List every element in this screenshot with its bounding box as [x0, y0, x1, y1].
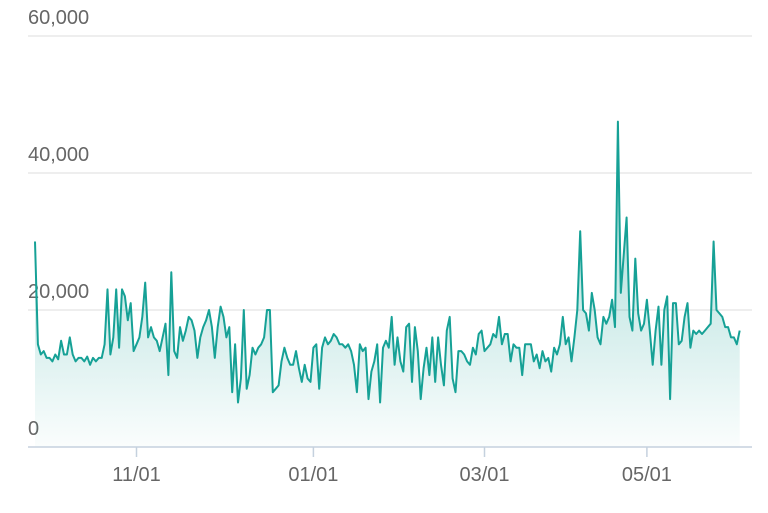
- y-tick-label: 20,000: [28, 281, 89, 303]
- x-tick-label: 01/01: [288, 464, 338, 486]
- area-fill: [35, 121, 740, 447]
- x-tick-label: 03/01: [459, 464, 509, 486]
- x-tick-label: 05/01: [622, 464, 672, 486]
- x-tick-label: 11/01: [112, 464, 161, 486]
- y-tick-label: 0: [28, 418, 39, 440]
- line: [34, 120, 741, 404]
- y-tick-label: 40,000: [28, 144, 89, 166]
- y-tick-label: 60,000: [28, 7, 89, 29]
